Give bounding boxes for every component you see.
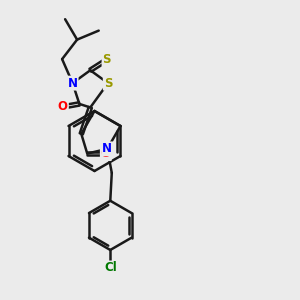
Text: N: N — [68, 76, 78, 90]
Text: O: O — [58, 100, 68, 113]
Text: N: N — [102, 142, 112, 155]
Text: S: S — [104, 76, 112, 90]
Text: S: S — [103, 53, 111, 66]
Text: O: O — [101, 147, 111, 160]
Text: Cl: Cl — [104, 262, 117, 275]
